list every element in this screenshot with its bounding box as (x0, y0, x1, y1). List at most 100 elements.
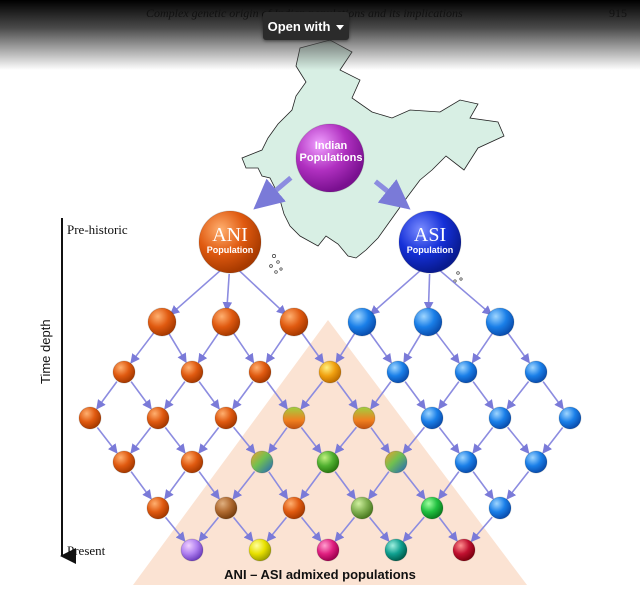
population-node (282, 406, 306, 430)
arrow (334, 516, 356, 542)
arrow (334, 471, 356, 500)
population-node (413, 307, 443, 337)
arrow (434, 331, 460, 364)
arrow (368, 471, 390, 500)
arrow (164, 381, 186, 410)
open-with-button[interactable]: Open with (263, 12, 349, 40)
ani-label: ANI Population (198, 224, 262, 256)
population-node (524, 360, 548, 384)
population-node (316, 450, 340, 474)
arrow (373, 179, 411, 210)
page-number: 915 (609, 6, 627, 20)
arrow (232, 331, 255, 364)
ani-sub: Population (206, 245, 254, 255)
open-with-label: Open with (267, 18, 331, 34)
arrow (472, 381, 494, 410)
india-map (241, 39, 505, 259)
population-node (214, 406, 238, 430)
arrow (198, 516, 220, 542)
asi-sub: Population (406, 245, 454, 255)
population-node (452, 538, 476, 562)
arrow (265, 331, 288, 364)
population-node (180, 450, 204, 474)
present-label: Present (67, 543, 106, 558)
arrow (268, 427, 288, 454)
arrow (470, 516, 493, 543)
arrow (232, 381, 254, 410)
population-node (316, 538, 340, 562)
population-node (485, 307, 515, 337)
arrow (542, 427, 564, 454)
arrow (402, 426, 426, 454)
population-node (384, 450, 408, 474)
arrow (164, 471, 186, 500)
arrow (232, 470, 256, 500)
root-label: Indian Populations (294, 140, 368, 164)
arrows (96, 175, 564, 543)
arrow (253, 175, 293, 210)
population-node (350, 496, 374, 520)
population-node (214, 496, 238, 520)
arrow (164, 427, 186, 454)
arrow (370, 427, 390, 454)
root-label-line1: Indian (314, 140, 348, 152)
arrow (300, 380, 324, 410)
arrow (130, 471, 152, 500)
nodes (78, 123, 582, 562)
islands (269, 254, 463, 283)
population-node (112, 360, 136, 384)
arrow (96, 427, 118, 454)
arrow (300, 427, 322, 454)
arrow (198, 471, 220, 500)
arrow (506, 380, 530, 410)
arrow (222, 273, 233, 312)
population-node (420, 406, 444, 430)
ani-abbrev: ANI (212, 224, 248, 246)
population-node (147, 307, 177, 337)
population-node (211, 307, 241, 337)
arrow (402, 470, 426, 500)
asi-abbrev: ASI (413, 224, 447, 246)
population-node (318, 360, 342, 384)
arrow (130, 331, 156, 364)
arrow (438, 427, 460, 454)
arrow (403, 331, 423, 364)
population-node (347, 307, 377, 337)
population-node (78, 406, 102, 430)
asi-population-node (398, 210, 462, 274)
population-node (558, 406, 582, 430)
population-node (112, 450, 136, 474)
population-node (146, 406, 170, 430)
ani-population-node (198, 210, 262, 274)
arrow (266, 381, 288, 410)
population-node (454, 450, 478, 474)
chevron-down-icon (336, 24, 345, 30)
population-node (248, 360, 272, 384)
prehistoric-label: Pre-historic (67, 222, 128, 237)
arrow (368, 516, 390, 542)
population-node (420, 496, 444, 520)
population-node (282, 496, 306, 520)
arrow (232, 426, 256, 454)
arrow (198, 427, 220, 454)
arrow (506, 470, 530, 500)
arrow (266, 516, 288, 542)
population-node (352, 406, 376, 430)
arrow (471, 331, 494, 364)
arrow (472, 471, 494, 500)
population-node (488, 406, 512, 430)
admixed-label: ANI – ASI admixed populations (224, 567, 416, 582)
arrow (167, 331, 187, 364)
population-node (146, 496, 170, 520)
arrow (300, 471, 322, 500)
arrow (96, 381, 118, 410)
arrow (506, 426, 530, 454)
arrow (369, 269, 422, 316)
arrow (238, 269, 287, 315)
population-node (180, 538, 204, 562)
arrow (334, 426, 358, 454)
population-node (454, 360, 478, 384)
population-node (524, 450, 548, 474)
